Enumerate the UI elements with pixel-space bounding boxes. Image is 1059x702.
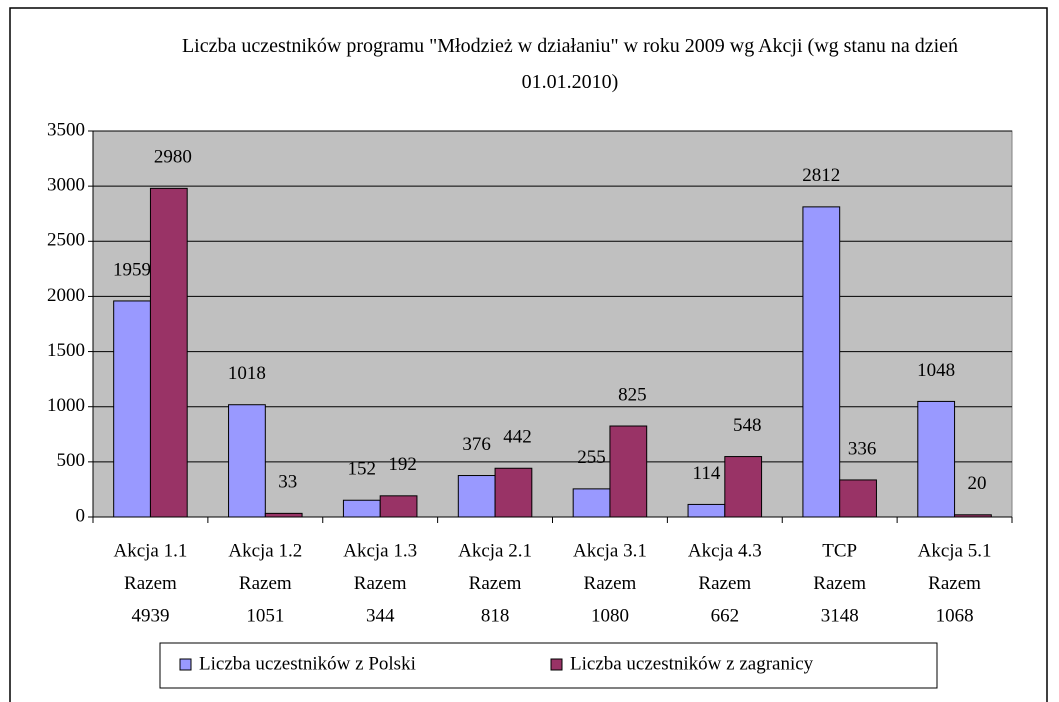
bar: [917, 400, 956, 518]
x-tick-label: Razem: [584, 573, 637, 594]
data-label: 442: [503, 427, 532, 448]
bar: [457, 475, 496, 518]
bar: [113, 300, 151, 518]
bar: [572, 488, 611, 518]
x-tick-label: Akcja 3.1: [573, 540, 647, 561]
bar: [264, 512, 303, 518]
x-tick-label: 662: [711, 605, 740, 626]
data-label: 152: [348, 459, 377, 480]
y-tick-label: 500: [57, 450, 86, 471]
bar: [342, 499, 381, 518]
bar: [609, 425, 648, 518]
x-tick-label: Akcja 2.1: [458, 540, 532, 561]
x-tick-label: 4939: [131, 605, 169, 626]
legend-swatch: [550, 658, 563, 671]
chart-title: Liczba uczestników programu "Młodzież w …: [181, 35, 959, 93]
legend-swatch: [179, 658, 192, 671]
x-tick-label: 818: [481, 605, 510, 626]
x-tick-label: Razem: [239, 573, 292, 594]
x-tick-label: 1080: [591, 605, 629, 626]
data-label: 376: [462, 434, 491, 455]
data-label: 33: [278, 472, 297, 493]
bar: [379, 495, 418, 518]
chart-frame: [9, 7, 1048, 702]
x-tick-label: Akcja 1.3: [343, 540, 417, 561]
bar: [724, 456, 763, 518]
y-tick-label: 1000: [47, 395, 85, 416]
data-label: 2812: [802, 165, 840, 186]
legend-box: [159, 642, 938, 689]
x-tick-label: Razem: [813, 573, 866, 594]
data-label: 255: [577, 447, 606, 468]
data-label: 1048: [917, 360, 955, 381]
y-tick-label: 3000: [47, 175, 85, 196]
data-label: 20: [967, 473, 986, 494]
bar: [802, 206, 841, 518]
x-tick-label: Akcja 4.3: [688, 540, 762, 561]
x-tick-label: Akcja 1.2: [228, 540, 302, 561]
x-tick-label: Razem: [124, 573, 177, 594]
y-tick-label: 0: [76, 505, 86, 526]
bar: [494, 467, 533, 518]
data-label: 548: [733, 415, 762, 436]
y-tick-label: 1500: [47, 340, 85, 361]
x-tick-label: Razem: [469, 573, 522, 594]
data-label: 825: [618, 384, 647, 405]
bar: [149, 187, 188, 518]
legend-label: Liczba uczestników z zagranicy: [570, 653, 814, 674]
x-tick-label: 1068: [936, 605, 974, 626]
x-tick-label: Razem: [354, 573, 407, 594]
x-tick-label: TCP: [822, 540, 857, 561]
x-tick-label: 1051: [246, 605, 284, 626]
data-label: 1959: [113, 259, 151, 280]
bar: [839, 479, 877, 518]
bar: [687, 503, 726, 518]
y-tick-label: 3500: [47, 119, 85, 140]
bar: [228, 404, 266, 518]
data-label: 1018: [228, 363, 266, 384]
data-label: 114: [693, 463, 721, 484]
x-tick-label: Razem: [928, 573, 981, 594]
data-label: 192: [388, 454, 417, 475]
x-tick-label: Akcja 5.1: [918, 540, 992, 561]
x-tick-label: 3148: [821, 605, 859, 626]
x-tick-label: Razem: [698, 573, 751, 594]
data-label: 2980: [154, 147, 192, 168]
y-tick-label: 2000: [47, 285, 85, 306]
data-label: 336: [848, 438, 877, 459]
x-tick-label: Akcja 1.1: [114, 540, 188, 561]
legend-label: Liczba uczestników z Polski: [199, 653, 416, 674]
y-tick-label: 2500: [47, 230, 85, 251]
x-tick-label: 344: [366, 605, 395, 626]
